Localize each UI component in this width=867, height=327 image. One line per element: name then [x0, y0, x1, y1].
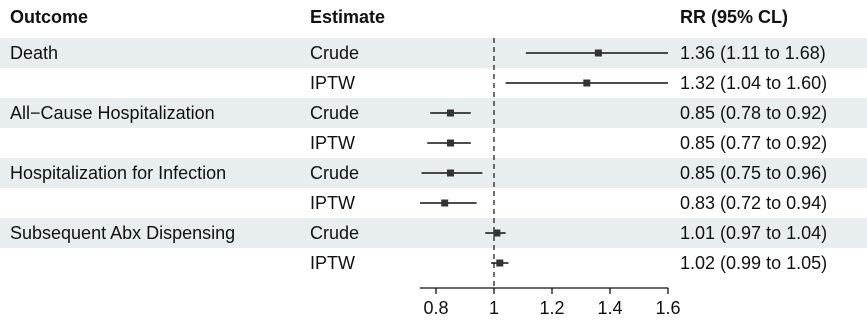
- header-outcome: Outcome: [10, 7, 89, 27]
- x-tick-label: 1.4: [597, 298, 622, 318]
- x-tick-label: 1.2: [539, 298, 564, 318]
- point-estimate: [594, 49, 602, 57]
- row-band: [0, 218, 867, 248]
- point-estimate: [447, 169, 454, 177]
- x-tick-label: 1.6: [655, 298, 680, 318]
- row-band: [0, 38, 867, 68]
- header-estimate: Estimate: [310, 7, 386, 27]
- rr-ci-label: 0.85 (0.75 to 0.96): [680, 163, 828, 183]
- estimate-label: IPTW: [310, 253, 355, 273]
- point-estimate: [496, 259, 504, 267]
- estimate-label: IPTW: [310, 73, 355, 93]
- point-estimate: [493, 229, 501, 237]
- outcome-label: Subsequent Abx Dispensing: [10, 223, 236, 243]
- rr-ci-label: 0.85 (0.78 to 0.92): [680, 103, 828, 123]
- estimate-label: Crude: [310, 103, 360, 123]
- point-estimate: [583, 79, 591, 87]
- rr-ci-label: 1.02 (0.99 to 1.05): [680, 253, 828, 273]
- rr-ci-label: 1.01 (0.97 to 1.04): [680, 223, 828, 243]
- outcome-label: All−Cause Hospitalization: [10, 103, 215, 123]
- outcome-label: Death: [10, 43, 59, 63]
- outcome-label: Hospitalization for Infection: [10, 163, 227, 183]
- x-tick-label: 1: [489, 298, 499, 318]
- rr-ci-label: 0.83 (0.72 to 0.94): [680, 193, 828, 213]
- estimate-label: IPTW: [310, 133, 355, 153]
- point-estimate: [441, 199, 449, 207]
- x-tick-label: 0.8: [423, 298, 448, 318]
- point-estimate: [447, 139, 454, 147]
- estimate-label: IPTW: [310, 193, 355, 213]
- estimate-label: Crude: [310, 223, 360, 243]
- header-rr: RR (95% CL): [680, 7, 789, 27]
- estimate-label: Crude: [310, 43, 360, 63]
- estimate-label: Crude: [310, 163, 360, 183]
- rr-ci-label: 0.85 (0.77 to 0.92): [680, 133, 828, 153]
- point-estimate: [447, 109, 454, 117]
- rr-ci-label: 1.36 (1.11 to 1.68): [680, 43, 826, 63]
- rr-ci-label: 1.32 (1.04 to 1.60): [680, 73, 828, 93]
